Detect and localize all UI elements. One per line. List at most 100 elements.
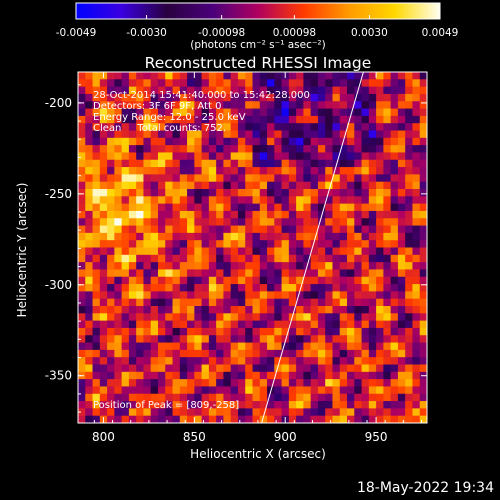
heatmap-cell <box>274 101 283 110</box>
heatmap-cell <box>107 269 115 278</box>
heatmap-cell <box>194 196 203 205</box>
heatmap-cell <box>376 313 384 322</box>
heatmap-cell <box>223 189 232 197</box>
heatmap-cell <box>252 408 261 417</box>
heatmap-cell <box>187 364 195 373</box>
heatmap-cell <box>405 137 413 146</box>
heatmap-cell <box>303 335 312 344</box>
heatmap-cell <box>92 262 101 270</box>
heatmap-cell <box>259 130 268 139</box>
heatmap-cell <box>216 379 224 387</box>
heatmap-cell <box>347 247 355 256</box>
heatmap-cell <box>128 203 137 212</box>
heatmap-cell <box>237 379 246 387</box>
heatmap-cell <box>179 371 188 380</box>
heatmap-cell <box>296 247 304 256</box>
heatmap-cell <box>201 72 210 80</box>
heatmap-cell <box>310 247 319 256</box>
heatmap-cell <box>208 269 217 278</box>
heatmap-cell <box>216 181 224 190</box>
heatmap-cell <box>419 401 427 409</box>
heatmap-cell <box>85 159 94 168</box>
heatmap-cell <box>339 284 348 292</box>
heatmap-cell <box>267 152 275 161</box>
heatmap-cell <box>347 291 355 300</box>
heatmap-cell <box>194 379 203 387</box>
heatmap-cell <box>310 335 319 344</box>
heatmap-cell <box>390 145 399 153</box>
heatmap-cell <box>245 408 253 417</box>
heatmap-cell <box>259 415 268 423</box>
heatmap-cell <box>274 247 283 256</box>
heatmap-cell <box>383 86 392 95</box>
heatmap-cell <box>310 386 319 395</box>
heatmap-cell <box>172 276 181 285</box>
heatmap-cell <box>143 189 152 197</box>
heatmap-cell <box>223 130 232 139</box>
heatmap-cell <box>78 247 86 256</box>
heatmap-cell <box>317 247 326 256</box>
heatmap-cell <box>237 232 246 241</box>
heatmap-cell <box>128 247 137 256</box>
heatmap-cell <box>332 79 341 88</box>
heatmap-cell <box>339 101 348 110</box>
heatmap-cell <box>107 137 115 146</box>
heatmap-cell <box>281 225 290 234</box>
heatmap-cell <box>150 203 159 212</box>
heatmap-cell <box>259 247 268 256</box>
heatmap-cell <box>208 320 217 329</box>
heatmap-cell <box>317 167 326 175</box>
heatmap-cell <box>208 364 217 373</box>
heatmap-cell <box>150 327 159 336</box>
heatmap-cell <box>165 364 174 373</box>
heatmap-cell <box>354 167 363 175</box>
heatmap-cell <box>172 218 181 227</box>
heatmap-cell <box>223 79 232 88</box>
heatmap-cell <box>252 174 261 183</box>
heatmap-cell <box>230 254 239 263</box>
heatmap-cell <box>397 79 406 88</box>
heatmap-cell <box>143 181 152 190</box>
heatmap-cell <box>332 152 341 161</box>
heatmap-cell <box>143 225 152 234</box>
heatmap-cell <box>317 86 326 95</box>
heatmap-cell <box>419 93 427 102</box>
heatmap-cell <box>187 93 195 102</box>
heatmap-cell <box>172 108 181 117</box>
heatmap-cell <box>128 342 137 351</box>
heatmap-cell <box>237 203 246 212</box>
heatmap-cell <box>99 327 108 336</box>
heatmap-cell <box>165 203 174 212</box>
heatmap-cell <box>172 232 181 241</box>
heatmap-cell <box>288 189 297 197</box>
heatmap-cell <box>157 145 166 153</box>
heatmap-cell <box>216 203 224 212</box>
heatmap-cell <box>223 371 232 380</box>
heatmap-cell <box>281 276 290 285</box>
heatmap-cell <box>274 130 283 139</box>
heatmap-cell <box>187 72 195 80</box>
heatmap-cell <box>114 79 123 88</box>
heatmap-cell <box>412 93 421 102</box>
heatmap-cell <box>390 393 399 402</box>
heatmap-cell <box>78 357 86 365</box>
heatmap-cell <box>165 174 174 183</box>
heatmap-cell <box>288 174 297 183</box>
heatmap-cell <box>281 401 290 409</box>
heatmap-cell <box>296 276 304 285</box>
heatmap-cell <box>267 357 275 365</box>
heatmap-cell <box>281 108 290 117</box>
heatmap-cell <box>332 357 341 365</box>
heatmap-cell <box>230 415 239 423</box>
heatmap-cell <box>143 108 152 117</box>
heatmap-cell <box>128 298 137 307</box>
heatmap-cell <box>390 93 399 102</box>
heatmap-cell <box>361 401 370 409</box>
heatmap-cell <box>216 291 224 300</box>
heatmap-cell <box>121 137 130 146</box>
heatmap-cell <box>201 386 210 395</box>
heatmap-cell <box>99 167 108 175</box>
heatmap-cell <box>412 386 421 395</box>
heatmap-cell <box>412 159 421 168</box>
heatmap-cell <box>172 196 181 205</box>
